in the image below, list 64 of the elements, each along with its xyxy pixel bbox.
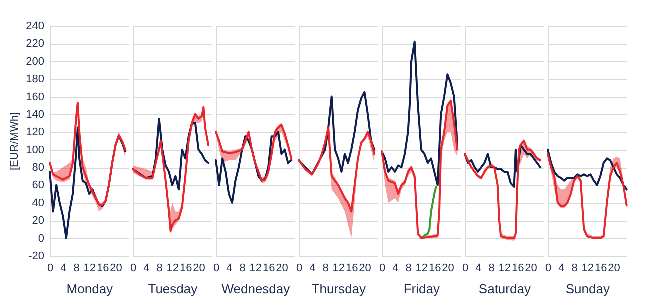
x-tick-label: 4: [392, 262, 399, 274]
y-tick-label: 60: [32, 180, 44, 192]
x-tick-label: 8: [156, 262, 163, 274]
x-tick-label: 4: [60, 262, 67, 274]
x-tick-label: 16: [346, 262, 358, 274]
y-tick-label: 0: [38, 232, 44, 245]
y-tick-label: -20: [28, 250, 44, 262]
x-tick-label: 0: [462, 262, 469, 274]
y-tick-label: 100: [26, 144, 44, 156]
y-tick-label: 220: [26, 38, 44, 50]
x-tick-label: 8: [488, 262, 495, 274]
y-tick-label: 160: [26, 91, 44, 104]
x-tick-label: 0: [545, 262, 552, 274]
x-tick-label: 12: [250, 262, 262, 274]
x-axis-title: Tuesday: [148, 282, 198, 296]
x-tick-label: 4: [558, 262, 565, 274]
x-axis-title: Monday: [66, 282, 114, 296]
x-tick-label: 16: [180, 262, 192, 274]
x-tick-label: 4: [144, 262, 150, 274]
x-tick-label: 16: [512, 262, 524, 274]
x-axis-title: Friday: [404, 282, 440, 296]
x-tick-label: 20: [193, 262, 206, 274]
x-tick-label: 20: [276, 262, 288, 274]
x-tick-label: 16: [96, 262, 110, 274]
x-tick-label: 12: [416, 262, 428, 274]
y-axis-title: [EUR/MWh]: [9, 112, 22, 171]
x-axis-title: Thursday: [312, 282, 367, 296]
x-tick-label: 20: [442, 262, 454, 274]
x-tick-label: 16: [594, 262, 608, 274]
x-tick-label: 0: [379, 262, 386, 274]
y-tick-label: 20: [32, 215, 44, 228]
x-tick-label: 12: [84, 262, 96, 274]
y-tick-label: 180: [26, 74, 44, 86]
x-tick-label: 16: [262, 262, 276, 274]
y-tick-label: 80: [32, 162, 44, 174]
x-tick-label: 4: [310, 262, 316, 274]
x-axis-title: Saturday: [478, 282, 532, 296]
x-tick-label: 8: [406, 262, 412, 274]
x-axis-title: Sunday: [566, 282, 610, 296]
x-axis-title: Wednesday: [222, 282, 291, 296]
x-tick-label: 8: [74, 262, 80, 274]
x-tick-label: 4: [226, 262, 233, 274]
x-tick-label: 12: [582, 262, 594, 274]
x-tick-label: 8: [322, 262, 329, 274]
x-tick-label: 8: [240, 262, 246, 274]
x-tick-label: 0: [213, 262, 220, 274]
x-tick-label: 12: [332, 262, 346, 274]
x-tick-label: 20: [110, 262, 122, 274]
y-tick-label: 240: [26, 20, 44, 32]
x-tick-label: 20: [608, 262, 620, 274]
x-tick-label: 16: [428, 262, 442, 274]
y-tick-label: 120: [26, 126, 44, 139]
x-tick-label: 8: [572, 262, 578, 274]
y-tick-label: 140: [26, 108, 44, 121]
x-tick-label: 20: [525, 262, 538, 274]
x-tick-label: 20: [359, 262, 372, 274]
x-tick-label: 12: [498, 262, 512, 274]
x-tick-label: 12: [166, 262, 180, 274]
x-tick-label: 0: [296, 262, 303, 274]
y-tick-label: 200: [26, 56, 44, 68]
y-tick-label: 40: [32, 197, 44, 210]
x-tick-label: 0: [130, 262, 137, 274]
x-tick-label: 4: [476, 262, 482, 274]
x-tick-label: 0: [47, 262, 54, 274]
